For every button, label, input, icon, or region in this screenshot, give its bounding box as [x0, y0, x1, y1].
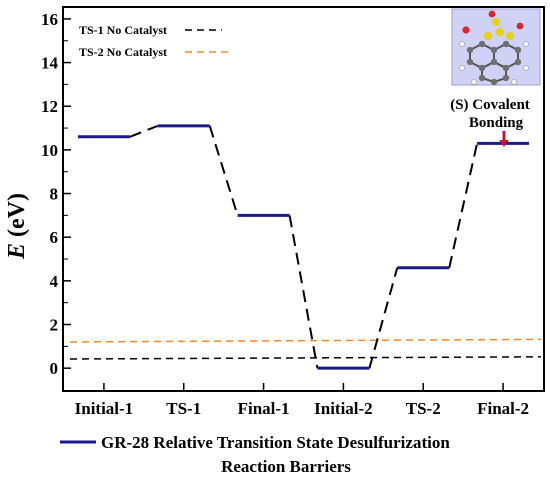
connector-line [208, 125, 239, 216]
y-tick-label: 10 [41, 141, 58, 160]
connector-line [129, 124, 159, 138]
x-tick-label: Final-2 [477, 399, 529, 418]
annotation-line1: (S) Covalent [450, 97, 530, 113]
y-tick-label: 16 [41, 10, 58, 29]
y-axis-label-unit: (eV) [4, 193, 30, 243]
y-tick-label: 2 [50, 316, 59, 335]
x-tick-label: TS-1 [166, 399, 201, 418]
svg-text:E (eV): E (eV) [4, 193, 30, 260]
molecule-carbon-atoms [466, 40, 522, 86]
connector-line [368, 267, 399, 369]
y-tick-label: 6 [50, 228, 59, 247]
y-tick-label: 4 [50, 272, 59, 291]
y-axis-label: E (eV) [4, 193, 30, 260]
series-legend-line1: GR-28 Relative Transition State Desulfur… [101, 433, 450, 452]
molecule-oxygen-atoms [462, 10, 524, 34]
molecule-inset [451, 8, 541, 86]
connector-line [288, 215, 319, 369]
series-legend: GR-28 Relative Transition State Desulfur… [60, 433, 450, 476]
x-tick-label: Initial-2 [314, 399, 373, 418]
annotation-arrow-head [499, 140, 509, 147]
reference-lines [69, 338, 542, 360]
y-axis-ticks: 0 2 4 6 8 10 12 14 16 [41, 10, 71, 378]
reference-line-2 [69, 338, 542, 343]
legend-entry-ts2: TS-2 No Catalyst [79, 45, 167, 59]
y-tick-label: 12 [41, 97, 58, 116]
x-tick-label: Final-1 [238, 399, 290, 418]
plot-frame [62, 6, 545, 392]
reference-line-1 [69, 356, 542, 360]
connector-line [448, 143, 479, 268]
covalent-bonding-annotation: (S) Covalent Bonding [450, 97, 530, 147]
series-legend-line2: Reaction Barriers [221, 457, 351, 476]
annotation-line2: Bonding [469, 115, 524, 131]
x-tick-label: Initial-1 [75, 399, 134, 418]
y-tick-label: 0 [50, 359, 59, 378]
x-tick-label: TS-2 [406, 399, 441, 418]
molecule-sulfur-atoms [483, 18, 514, 41]
energy-series [77, 124, 530, 370]
y-tick-label: 14 [41, 54, 59, 73]
molecule-hydrogen-atoms [459, 41, 529, 85]
x-axis-ticks: Initial-1 TS-1 Final-1 Initial-2 TS-2 Final-2 [75, 383, 529, 418]
y-axis-label-main: E [4, 243, 30, 260]
reference-legend: TS-1 No Catalyst TS-2 No Catalyst [79, 23, 230, 59]
y-tick-label: 8 [50, 185, 59, 204]
legend-entry-ts1: TS-1 No Catalyst [79, 23, 167, 37]
